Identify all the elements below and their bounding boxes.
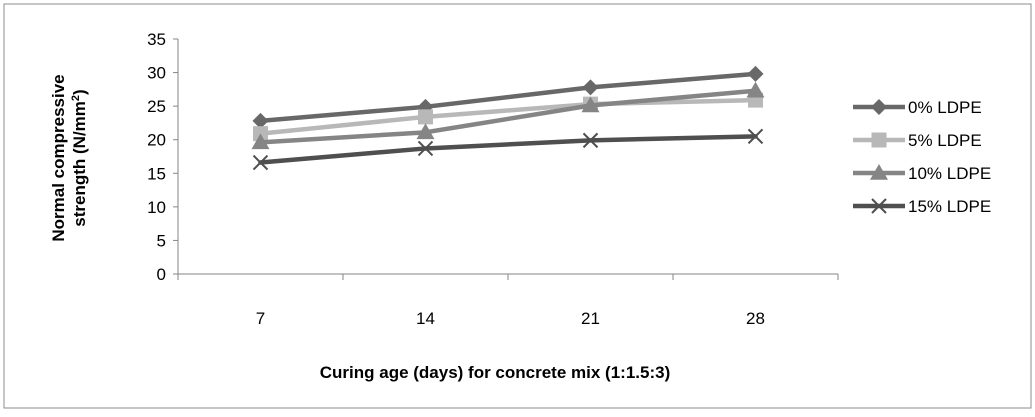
y-axis-title-main: strength (N/mm: [70, 101, 89, 227]
y-tick-label: 20: [147, 131, 166, 150]
legend-label: 15% LDPE: [908, 197, 991, 216]
data-point-stroke: [582, 132, 599, 149]
data-point: [747, 65, 764, 82]
x-axis-title: Curing age (days) for concrete mix (1:1.…: [320, 363, 670, 382]
legend-item: 10% LDPE: [853, 164, 991, 183]
data-point-stroke: [747, 128, 764, 145]
series-line: [258, 71, 758, 124]
data-point: [581, 96, 600, 113]
series-2: [251, 81, 765, 150]
legend-swatch-marker: [871, 198, 887, 214]
legend-label: 10% LDPE: [908, 164, 991, 183]
legend-label: 5% LDPE: [908, 131, 982, 150]
data-point: [252, 112, 269, 129]
y-tick-label: 5: [157, 231, 166, 250]
x-tick-label: 14: [416, 309, 435, 328]
series-3: [252, 128, 764, 171]
y-axis-title: Normal compressive strength (N/mm2): [49, 74, 89, 241]
x-tick-label: 28: [746, 309, 765, 328]
data-point: [416, 123, 435, 140]
series-line: [258, 134, 758, 165]
data-point: [582, 79, 599, 96]
data-point: [582, 132, 599, 149]
series-line: [258, 97, 758, 136]
data-point: [746, 81, 765, 98]
legend: 0% LDPE 5% LDPE 10% LDPE 15% LDPE: [853, 98, 991, 216]
y-axis-title-superscript: 2: [70, 95, 82, 101]
legend-item: 0% LDPE: [853, 98, 982, 117]
y-tick-label: 15: [147, 164, 166, 183]
y-axis-title-line2: strength (N/mm2): [70, 89, 89, 226]
plot-area: [251, 65, 765, 171]
data-point: [418, 109, 433, 125]
y-axis-title-close: ): [70, 89, 89, 95]
legend-swatch-marker: [871, 99, 887, 115]
y-tick-label: 0: [157, 265, 166, 284]
x-tick-label: 21: [581, 309, 600, 328]
legend-swatch-marker-stroke: [871, 198, 887, 214]
data-point: [417, 140, 434, 157]
y-tick-label: 10: [147, 198, 166, 217]
data-point: [747, 128, 764, 145]
y-tick-label: 35: [147, 30, 166, 49]
series-line: [258, 88, 758, 145]
y-tick-label: 30: [147, 64, 166, 83]
legend-item: 15% LDPE: [853, 197, 991, 216]
legend-label: 0% LDPE: [908, 98, 982, 117]
legend-item: 5% LDPE: [853, 131, 982, 150]
data-point-stroke: [252, 154, 269, 171]
y-axis-title-line1: Normal compressive: [49, 74, 68, 241]
data-point-stroke: [417, 140, 434, 157]
data-point: [251, 133, 270, 150]
y-tick-label: 25: [147, 97, 166, 116]
legend-swatch-marker: [870, 164, 888, 180]
legend-swatch-marker: [871, 132, 887, 148]
x-tick-label: 7: [256, 309, 265, 328]
data-point: [252, 154, 269, 171]
axes: 0 5 10 15 20 25 30 35 7 14 21 28: [147, 30, 839, 328]
